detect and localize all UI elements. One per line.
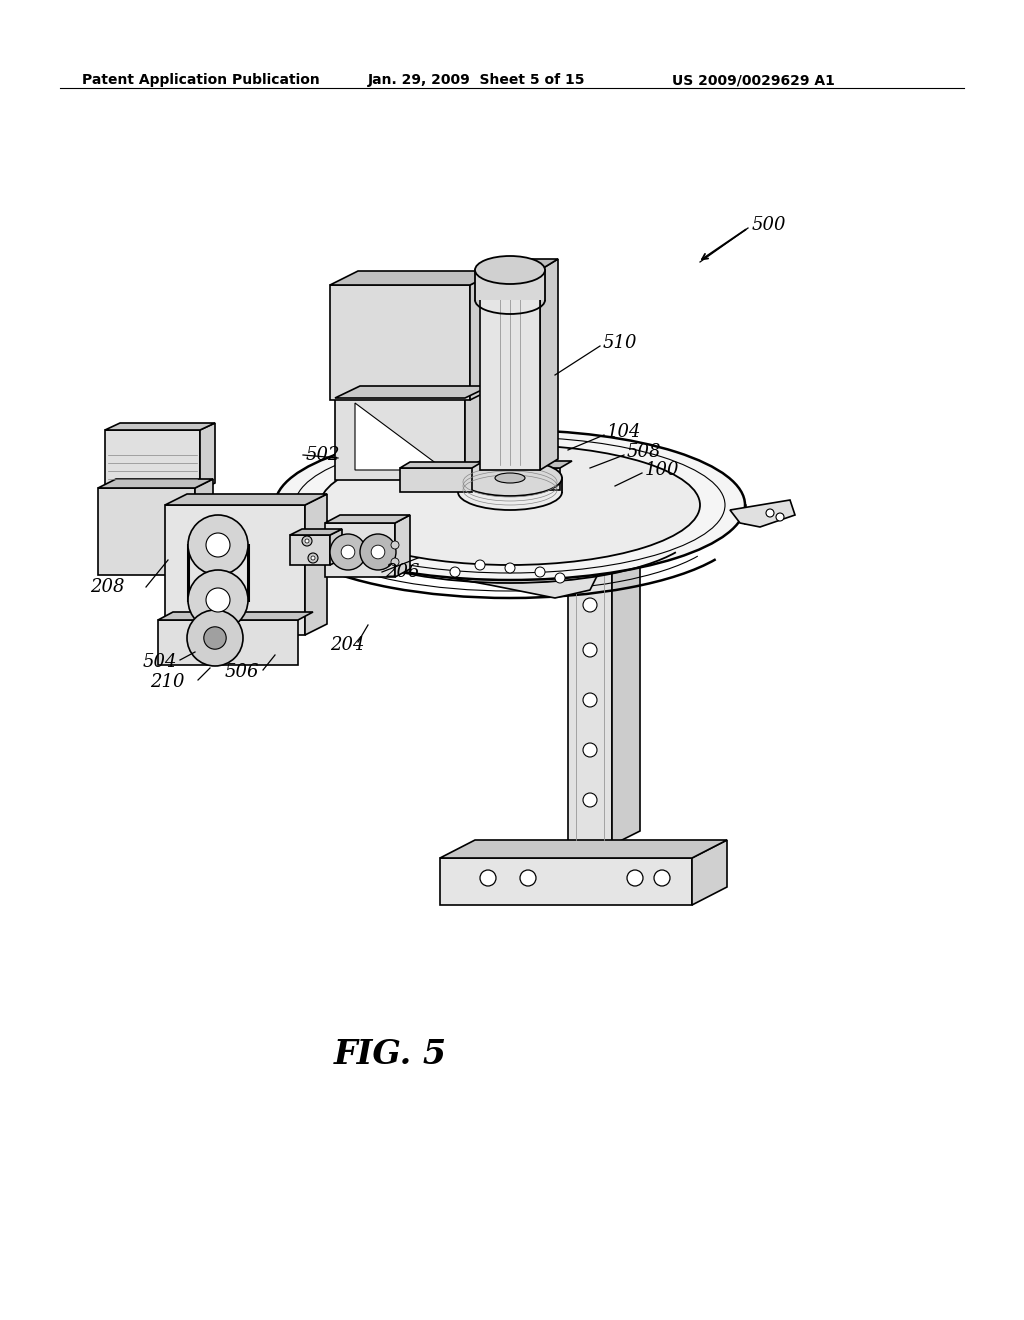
- Circle shape: [583, 643, 597, 657]
- Polygon shape: [290, 529, 342, 535]
- Circle shape: [305, 539, 309, 543]
- Ellipse shape: [458, 459, 562, 496]
- Polygon shape: [290, 535, 330, 565]
- Polygon shape: [325, 523, 395, 577]
- Polygon shape: [105, 430, 200, 490]
- Text: 100: 100: [645, 461, 680, 479]
- Polygon shape: [98, 479, 213, 488]
- Circle shape: [391, 541, 399, 549]
- Circle shape: [583, 598, 597, 612]
- Text: FIG. 5: FIG. 5: [334, 1039, 446, 1072]
- Polygon shape: [540, 259, 558, 470]
- Polygon shape: [335, 399, 465, 480]
- Polygon shape: [470, 271, 498, 400]
- Text: Patent Application Publication: Patent Application Publication: [82, 73, 319, 87]
- Circle shape: [555, 573, 565, 583]
- Circle shape: [450, 568, 460, 577]
- Text: 506: 506: [225, 663, 259, 681]
- Text: 500: 500: [752, 216, 786, 234]
- Circle shape: [535, 568, 545, 577]
- Text: 210: 210: [150, 673, 184, 690]
- Polygon shape: [355, 403, 445, 470]
- Polygon shape: [200, 422, 215, 490]
- Circle shape: [206, 533, 230, 557]
- Polygon shape: [98, 488, 195, 576]
- Text: 508: 508: [627, 444, 662, 461]
- Text: 104: 104: [607, 422, 641, 441]
- Polygon shape: [330, 529, 342, 565]
- Polygon shape: [330, 285, 470, 400]
- Circle shape: [371, 545, 385, 558]
- Polygon shape: [440, 858, 692, 906]
- Circle shape: [188, 515, 248, 576]
- Polygon shape: [305, 494, 327, 635]
- Polygon shape: [465, 385, 490, 480]
- Text: US 2009/0029629 A1: US 2009/0029629 A1: [672, 73, 835, 87]
- Polygon shape: [568, 554, 612, 845]
- Polygon shape: [158, 620, 298, 665]
- Circle shape: [330, 535, 366, 570]
- Ellipse shape: [475, 256, 545, 284]
- Polygon shape: [480, 259, 558, 271]
- Polygon shape: [475, 271, 545, 300]
- Circle shape: [583, 693, 597, 708]
- Circle shape: [520, 870, 536, 886]
- Text: 206: 206: [385, 564, 420, 581]
- Circle shape: [311, 556, 315, 560]
- Circle shape: [627, 870, 643, 886]
- Circle shape: [654, 870, 670, 886]
- Circle shape: [341, 545, 355, 558]
- Polygon shape: [692, 840, 727, 906]
- Polygon shape: [468, 461, 572, 469]
- Polygon shape: [480, 271, 540, 470]
- Circle shape: [505, 564, 515, 573]
- Polygon shape: [105, 422, 215, 430]
- Polygon shape: [158, 612, 313, 620]
- Polygon shape: [440, 840, 727, 858]
- Circle shape: [302, 536, 312, 546]
- Circle shape: [766, 510, 774, 517]
- Text: 502: 502: [306, 446, 341, 465]
- Circle shape: [188, 570, 248, 630]
- Polygon shape: [195, 479, 213, 576]
- Circle shape: [475, 560, 485, 570]
- Text: 204: 204: [330, 636, 365, 653]
- Circle shape: [204, 627, 226, 649]
- Ellipse shape: [275, 430, 745, 579]
- Polygon shape: [468, 469, 560, 490]
- Polygon shape: [325, 515, 410, 523]
- Polygon shape: [330, 271, 498, 285]
- Text: 208: 208: [90, 578, 125, 597]
- Circle shape: [776, 513, 784, 521]
- Text: 510: 510: [603, 334, 638, 352]
- Circle shape: [187, 610, 243, 667]
- Ellipse shape: [495, 473, 525, 483]
- Circle shape: [391, 558, 399, 566]
- Polygon shape: [400, 462, 482, 469]
- Text: Jan. 29, 2009  Sheet 5 of 15: Jan. 29, 2009 Sheet 5 of 15: [368, 73, 586, 87]
- Ellipse shape: [319, 445, 700, 565]
- Polygon shape: [165, 506, 305, 635]
- Text: 504: 504: [143, 653, 177, 671]
- Circle shape: [360, 535, 396, 570]
- Circle shape: [583, 793, 597, 807]
- Polygon shape: [335, 385, 490, 399]
- Circle shape: [206, 587, 230, 612]
- Polygon shape: [612, 541, 640, 845]
- Polygon shape: [400, 469, 472, 492]
- Polygon shape: [395, 515, 410, 577]
- Circle shape: [480, 870, 496, 886]
- Circle shape: [583, 743, 597, 756]
- Polygon shape: [730, 500, 795, 527]
- Polygon shape: [165, 494, 327, 506]
- Polygon shape: [420, 545, 600, 598]
- Circle shape: [308, 553, 318, 564]
